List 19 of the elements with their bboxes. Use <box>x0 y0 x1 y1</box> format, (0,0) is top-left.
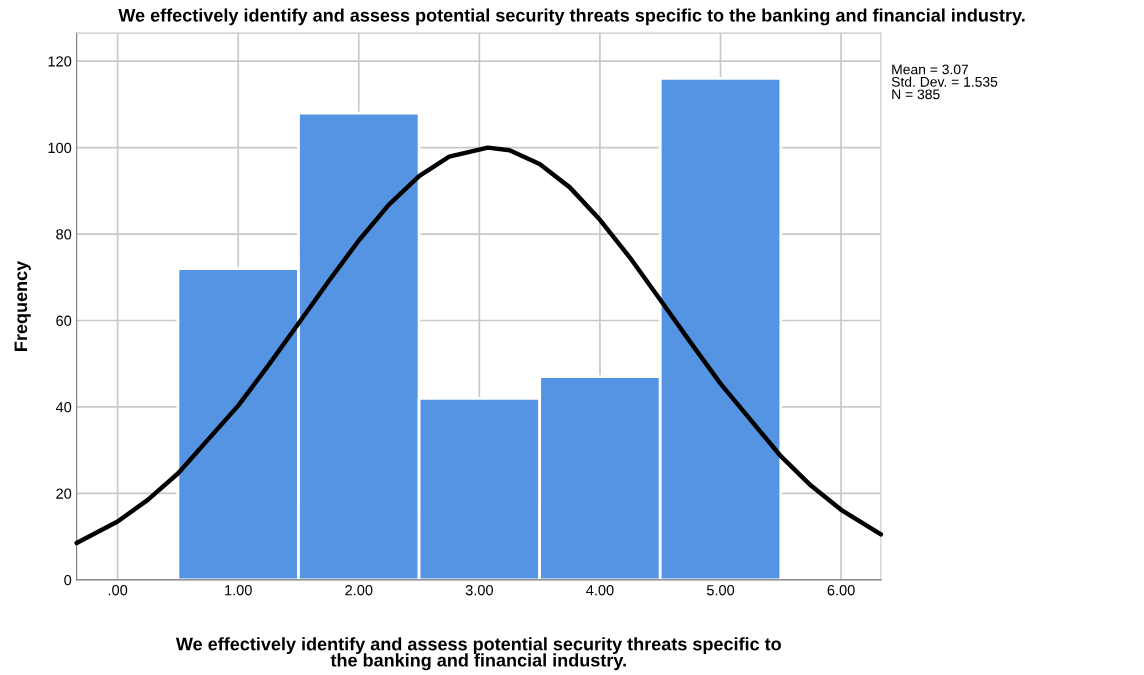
x-tick-label: 4.00 <box>586 585 614 596</box>
chart-title: We effectively identify and assess potential security threats specific to the banking and financial industry. <box>118 8 1025 26</box>
line-series <box>74 145 884 546</box>
y-tick-label: 40 <box>55 402 72 413</box>
y-tick-label: 100 <box>48 142 72 154</box>
x-tick-label: 1.00 <box>225 585 252 596</box>
y-tick-label: 0 <box>64 574 72 586</box>
y-tick-label: 60 <box>56 315 72 326</box>
y-tick-label: 80 <box>56 229 72 240</box>
x-tick-label: 5.00 <box>706 585 735 596</box>
x-tick-label: 6.00 <box>827 585 855 596</box>
x-axis-title: We effectively identify and assess potential security threats specific to the banking and financial industry. <box>175 637 781 671</box>
y-tick-label: 120 <box>48 56 72 67</box>
x-tick-label: 3.00 <box>465 585 493 596</box>
x-tick-label: 2.00 <box>345 585 373 596</box>
y-axis-title: Frequency <box>14 260 31 351</box>
text: Mean = 3.07 Std. Dev. = 1.535 N = 385 <box>891 64 998 100</box>
x-tick-label: .00 <box>108 585 128 596</box>
y-tick-label: 20 <box>56 488 72 499</box>
